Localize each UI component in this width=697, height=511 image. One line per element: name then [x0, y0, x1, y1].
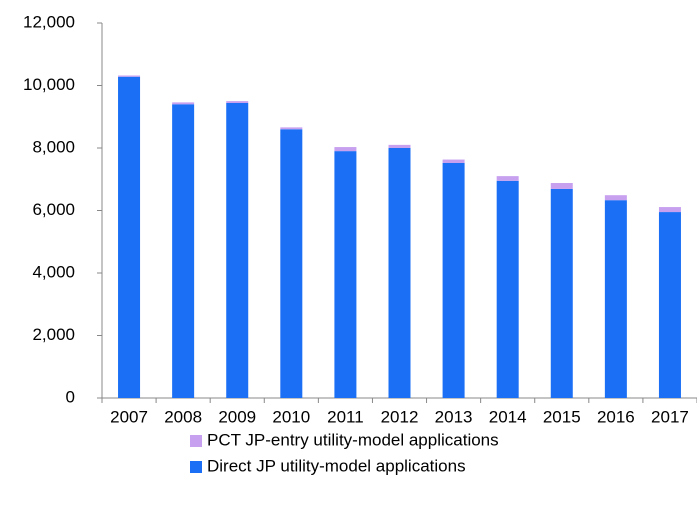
bar-segment	[118, 75, 141, 77]
x-tick-label: 2017	[651, 407, 689, 426]
bar-segment	[172, 102, 195, 105]
bar-segment	[442, 163, 465, 398]
bar-segment	[334, 151, 357, 398]
x-tick-label: 2015	[543, 407, 581, 426]
y-tick-label: 8,000	[32, 137, 75, 156]
x-tick-label: 2013	[435, 407, 473, 426]
legend-swatch	[190, 461, 202, 473]
x-tick-label: 2010	[272, 407, 310, 426]
x-tick-label: 2016	[597, 407, 635, 426]
bar-segment	[496, 180, 519, 398]
bar-segment	[226, 101, 249, 103]
bar-segment	[658, 207, 681, 213]
bar-segment	[280, 129, 303, 398]
x-tick-label: 2008	[164, 407, 202, 426]
x-tick-label: 2014	[489, 407, 527, 426]
y-tick-label: 10,000	[23, 75, 75, 94]
bar-segment	[226, 103, 249, 398]
legend-label: Direct JP utility-model applications	[207, 456, 466, 475]
y-tick-label: 4,000	[32, 262, 75, 281]
bar-segment	[442, 159, 465, 163]
legend-swatch	[190, 435, 202, 447]
y-tick-label: 0	[66, 387, 75, 406]
y-tick-label: 12,000	[23, 12, 75, 31]
bar-segment	[280, 127, 303, 130]
bar-segment	[334, 147, 357, 152]
bar-segment	[604, 195, 627, 201]
bar-segment	[604, 200, 627, 398]
x-tick-label: 2009	[218, 407, 256, 426]
legend-label: PCT JP-entry utility-model applications	[207, 430, 499, 449]
x-tick-label: 2007	[110, 407, 148, 426]
bar-segment	[118, 76, 141, 398]
bar-segment	[172, 104, 195, 398]
y-tick-label: 6,000	[32, 200, 75, 219]
x-tick-label: 2012	[381, 407, 419, 426]
y-tick-label: 2,000	[32, 325, 75, 344]
bar-segment	[658, 212, 681, 398]
bar-segment	[550, 183, 573, 189]
bar-segment	[388, 144, 411, 148]
bar-segment	[550, 188, 573, 398]
bar-segment	[496, 176, 519, 181]
x-tick-label: 2011	[327, 407, 364, 426]
bar-segment	[388, 148, 411, 398]
